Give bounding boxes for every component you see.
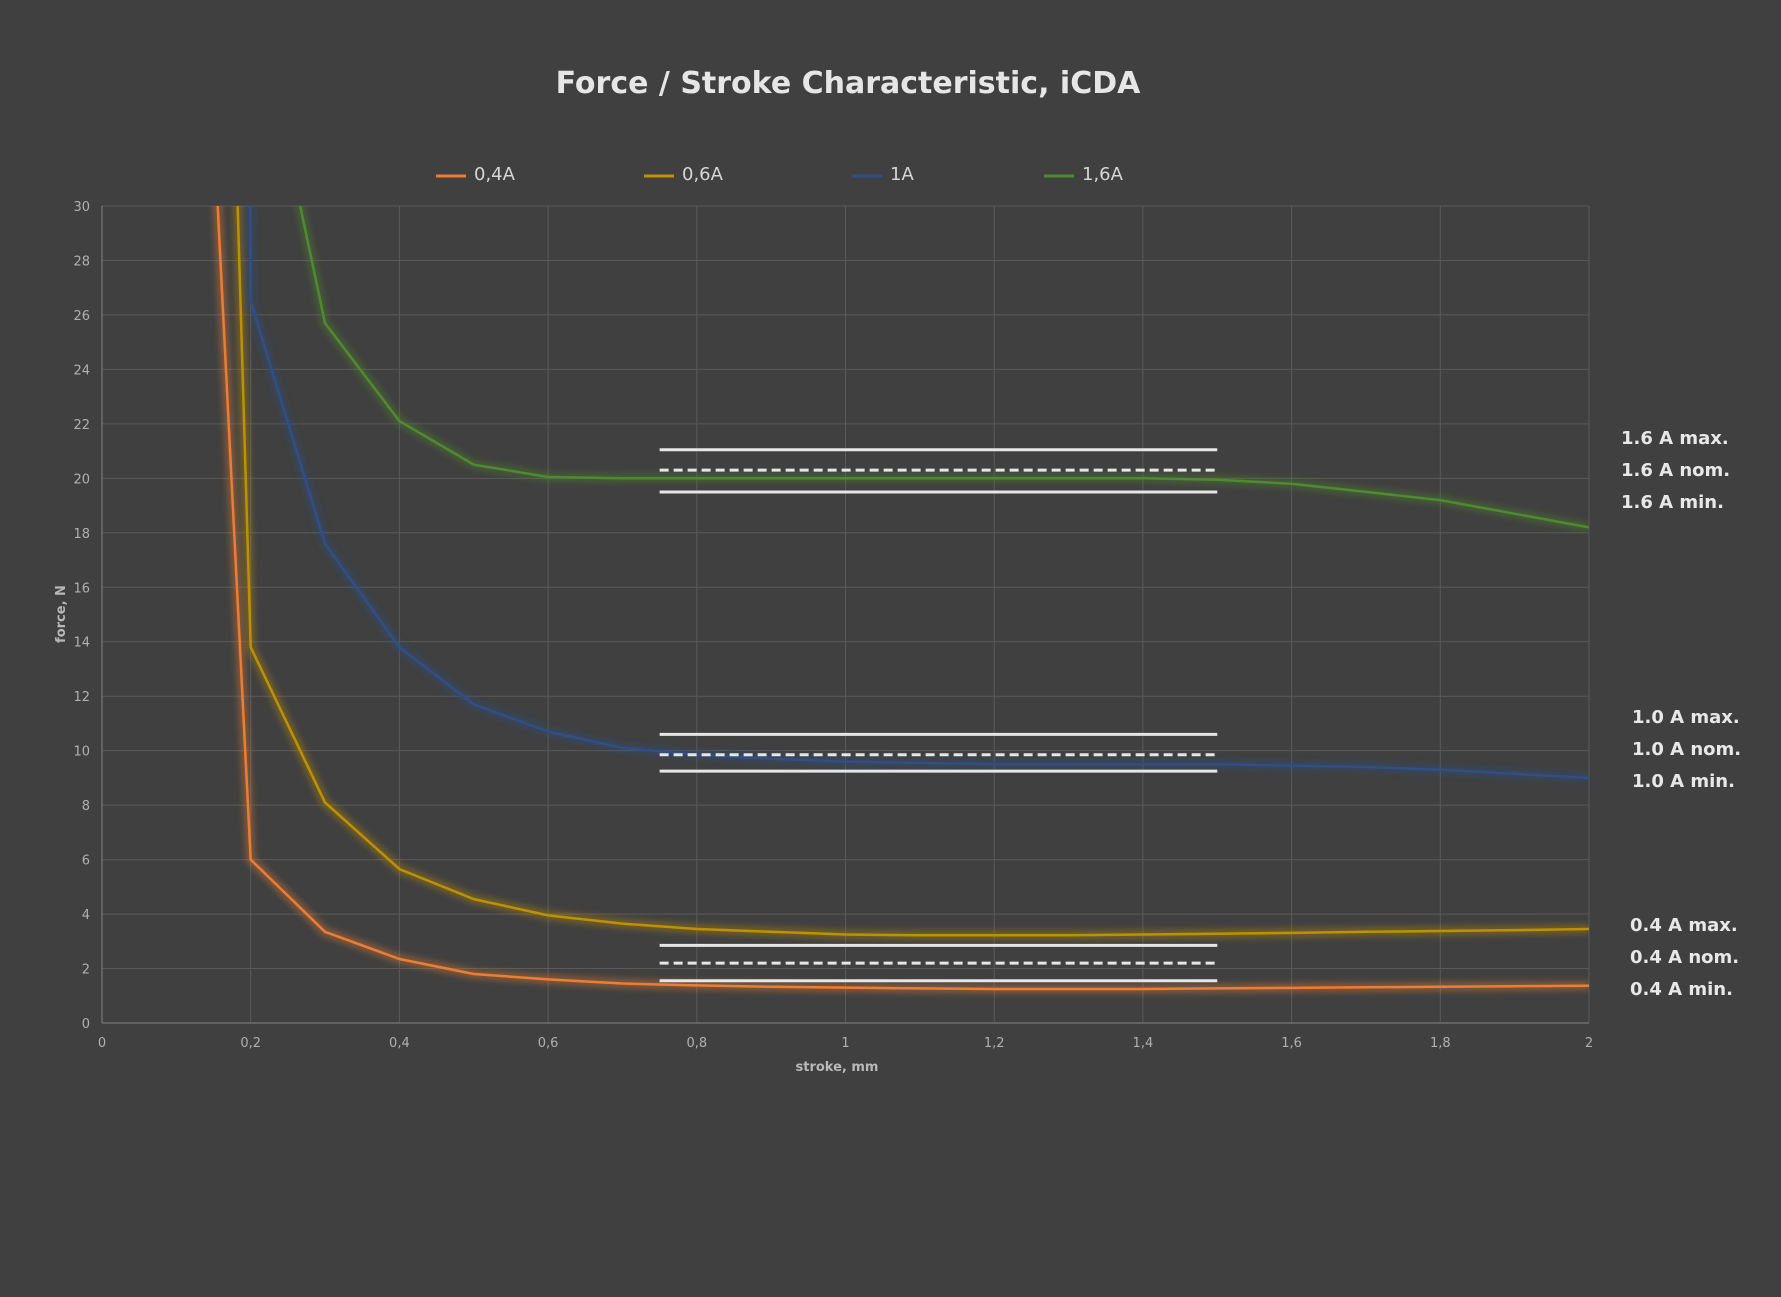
y-tick-label: 4 — [82, 908, 90, 923]
y-tick-label: 18 — [73, 527, 90, 542]
y-tick-label: 24 — [73, 363, 90, 378]
y-tick-label: 30 — [73, 200, 90, 215]
y-tick-label: 20 — [73, 472, 90, 487]
series-glow-3 — [295, 206, 1589, 533]
legend-label: 0,4A — [474, 164, 516, 185]
y-tick-label: 6 — [82, 854, 90, 869]
y-tick-label: 22 — [73, 418, 90, 433]
series-line-0 — [216, 206, 1589, 991]
y-tick-label: 28 — [73, 254, 90, 269]
reference-label: 0.4 A min. — [1630, 979, 1733, 1000]
series-lines — [212, 206, 1589, 994]
chart-title: Force / Stroke Characteristic, iCDA — [556, 66, 1141, 101]
series-glow-2 — [244, 206, 1589, 783]
reference-label: 1.0 A min. — [1632, 771, 1735, 792]
y-axis-title: force, N — [54, 585, 69, 643]
x-tick-label: 0,6 — [538, 1036, 559, 1051]
x-tick-label: 0,4 — [389, 1036, 410, 1051]
x-tick-label: 1,4 — [1133, 1036, 1154, 1051]
series-line-1 — [236, 206, 1589, 937]
x-tick-label: 1,8 — [1430, 1036, 1451, 1051]
series-line-2 — [248, 206, 1589, 780]
legend-label: 1A — [890, 164, 914, 185]
x-tick-label: 1,6 — [1281, 1036, 1302, 1051]
reference-lines: 1.6 A max. 1.6 A nom. 1.6 A min. 1.0 A max.… — [659, 428, 1741, 1000]
reference-label: 1.0 A max. — [1632, 707, 1740, 728]
legend-label: 0,6A — [682, 164, 724, 185]
x-tick-label: 0 — [98, 1036, 106, 1051]
x-tick-label: 0,2 — [240, 1036, 261, 1051]
series-line-3 — [298, 206, 1589, 529]
y-tick-label: 26 — [73, 309, 90, 324]
x-tick-label: 1 — [841, 1036, 849, 1051]
y-tick-label: 8 — [82, 799, 90, 814]
y-tick-label: 16 — [73, 581, 90, 596]
x-axis-title: stroke, mm — [796, 1060, 879, 1075]
reference-label: 1.6 A min. — [1621, 492, 1724, 513]
x-tick-label: 2 — [1585, 1036, 1593, 1051]
reference-label: 0.4 A max. — [1630, 915, 1738, 936]
x-tick-label: 1,2 — [984, 1036, 1005, 1051]
y-tick-label: 10 — [73, 745, 90, 760]
reference-label: 1.0 A nom. — [1632, 739, 1741, 760]
series-glow-1 — [232, 206, 1589, 941]
y-tick-label: 12 — [73, 690, 90, 705]
reference-label: 1.6 A max. — [1621, 428, 1729, 449]
x-tick-label: 0,8 — [686, 1036, 707, 1051]
reference-label: 1.6 A nom. — [1621, 460, 1730, 481]
y-tick-label: 0 — [82, 1017, 90, 1032]
reference-label: 0.4 A nom. — [1630, 947, 1739, 968]
legend-label: 1,6A — [1082, 164, 1124, 185]
y-tick-label: 14 — [73, 636, 90, 651]
legend: 0,4A 0,6A 1A 1,6A — [436, 164, 1124, 185]
y-tick-label: 2 — [82, 963, 90, 978]
